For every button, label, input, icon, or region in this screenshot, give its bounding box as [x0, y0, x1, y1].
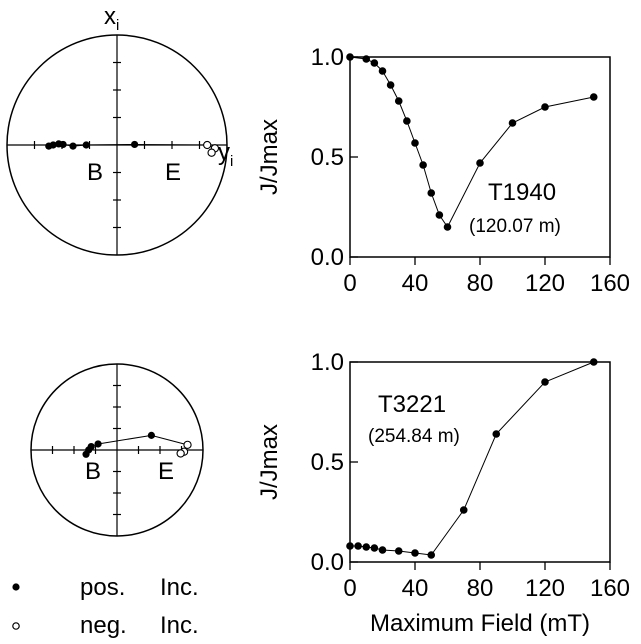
stereonet-point-filled: [82, 141, 90, 149]
demag-plot-top: 0.0 0.5 1.0 0 40 80 120 160 J/Jmax T1940 (120.…: [256, 44, 630, 297]
series-polyline: [349, 56, 594, 228]
data-point: [370, 544, 379, 552]
data-point: [411, 139, 419, 147]
data-point: [443, 223, 452, 231]
stereonet-y-label: yi: [218, 139, 233, 170]
stereonet-point-open: [203, 140, 212, 150]
data-point: [378, 546, 387, 554]
stereonet-point-filled: [147, 431, 155, 439]
data-point: [411, 549, 419, 557]
stereonet-point-filled: [69, 142, 77, 150]
data-point: [541, 103, 549, 111]
stereonet-ticks: [51, 384, 183, 516]
y-axis-label: J/Jmax: [256, 424, 283, 500]
stereonet-point-filled: [87, 442, 95, 451]
depth-label: (254.84 m): [368, 426, 460, 447]
data-point: [589, 358, 598, 366]
data-point: [589, 93, 598, 101]
stereonet-bottom: B E: [30, 363, 204, 537]
x-tick-label: 80: [467, 575, 494, 602]
y-tick-label: 0.5: [311, 144, 344, 171]
x-ticks: 0 40 80 120 160: [343, 257, 630, 297]
x-tick-label: 120: [525, 575, 565, 602]
data-point: [403, 117, 411, 125]
y-axis-label: J/Jmax: [256, 119, 283, 195]
stereonet-point-open: [207, 148, 216, 157]
data-point: [370, 59, 379, 67]
marker-start-label: B: [87, 159, 103, 186]
legend-open-marker: [12, 622, 20, 630]
sample-label: T3221: [378, 391, 446, 418]
depth-label: (120.07 m): [469, 216, 561, 237]
y-tick-label: 0.0: [311, 549, 344, 576]
series-line: [349, 56, 594, 228]
stereonet-point-filled: [94, 440, 102, 448]
stereonet-point-open: [176, 449, 185, 458]
data-point: [346, 53, 354, 61]
data-point: [346, 542, 354, 550]
data-point: [427, 189, 436, 197]
data-point: [394, 547, 403, 555]
stereonet-point-open: [183, 440, 192, 449]
marker-end-label: E: [165, 159, 181, 186]
data-point: [476, 159, 484, 167]
marker-end-label: E: [158, 458, 174, 485]
x-tick-label: 120: [525, 270, 565, 297]
series-points: [346, 53, 598, 231]
legend-label-neg: neg.: [80, 612, 127, 639]
x-tick-label: 160: [590, 270, 630, 297]
series-points: [346, 358, 598, 559]
x-tick-label: 0: [343, 270, 356, 297]
y-tick-label: 0.0: [311, 244, 344, 271]
y-tick-label: 1.0: [311, 349, 344, 376]
legend-label-pos: pos.: [80, 574, 125, 601]
stereonet-point-filled: [59, 140, 67, 149]
stereonet-points: [45, 140, 220, 157]
data-point: [386, 81, 395, 89]
legend-label-inc: Inc.: [160, 612, 199, 639]
x-tick-label: 80: [467, 270, 494, 297]
data-point: [427, 551, 436, 559]
y-ticks: 0.0 0.5 1.0: [311, 349, 358, 576]
x-axis-label: Maximum Field (mT): [370, 610, 590, 637]
data-point: [459, 506, 468, 514]
y-tick-label: 0.5: [311, 449, 344, 476]
data-point: [492, 430, 501, 438]
x-ticks: 0 40 80 120 160: [343, 562, 630, 602]
data-point: [362, 55, 371, 63]
data-point: [354, 542, 362, 550]
data-point: [394, 97, 403, 105]
data-point: [362, 543, 371, 551]
legend: pos. Inc. neg. Inc.: [12, 574, 199, 639]
x-tick-label: 40: [402, 270, 429, 297]
y-tick-label: 1.0: [311, 44, 344, 71]
y-ticks: 0.0 0.5 1.0: [311, 44, 358, 271]
legend-label-inc: Inc.: [160, 574, 199, 601]
x-tick-label: 160: [590, 575, 630, 602]
stereonet-x-label: xi: [104, 3, 119, 34]
data-point: [508, 119, 517, 127]
stereonet-top: xi yi B E: [6, 3, 233, 256]
data-point: [378, 67, 387, 75]
data-point: [541, 378, 549, 386]
stereonet-point-filled: [49, 141, 57, 149]
x-tick-label: 40: [402, 575, 429, 602]
data-point: [435, 211, 444, 219]
x-tick-label: 0: [343, 575, 356, 602]
marker-start-label: B: [85, 458, 101, 485]
data-point: [419, 161, 427, 169]
stereonet-points: [82, 431, 192, 458]
demag-plot-bottom: 0.0 0.5 1.0 0 40 80 120 160 J/Jmax T3221 (254.…: [256, 349, 630, 637]
legend-filled-marker: [12, 583, 20, 591]
stereonet-point-filled: [131, 140, 139, 149]
sample-label: T1940: [488, 179, 556, 206]
